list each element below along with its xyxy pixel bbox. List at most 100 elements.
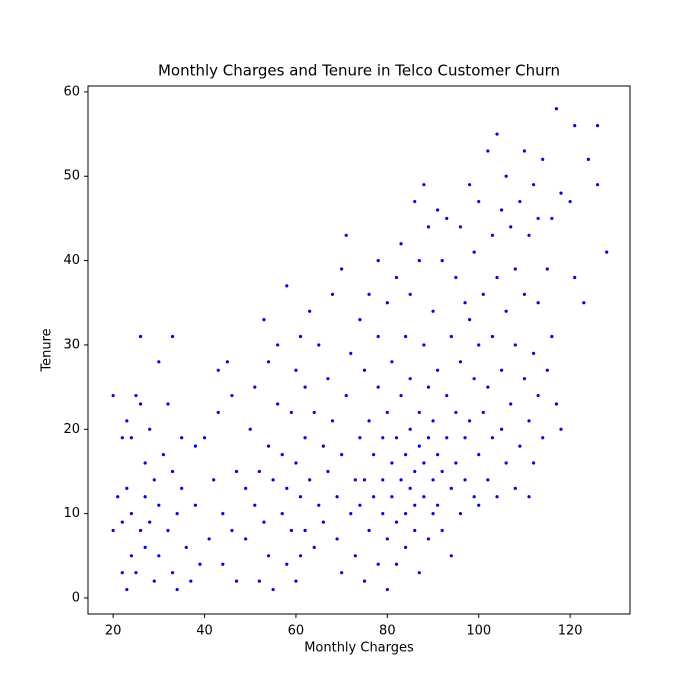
point: [148, 520, 152, 524]
point: [161, 452, 166, 457]
point: [554, 107, 559, 111]
point: [509, 225, 513, 229]
point: [198, 562, 202, 566]
point: [513, 486, 517, 490]
point: [253, 503, 257, 507]
point: [248, 427, 252, 431]
point: [573, 275, 577, 280]
point: [467, 183, 472, 187]
point: [125, 587, 129, 592]
point: [276, 343, 280, 347]
x-tick-label: 20: [105, 624, 122, 639]
y-tick-label: 10: [63, 506, 80, 521]
point: [202, 436, 207, 440]
point: [458, 512, 463, 516]
point: [541, 436, 545, 440]
point: [381, 436, 385, 440]
point: [440, 258, 444, 263]
point: [440, 469, 444, 474]
point: [490, 436, 495, 440]
point: [376, 385, 380, 389]
point: [522, 149, 527, 153]
point: [335, 537, 339, 541]
point: [454, 275, 458, 280]
point: [294, 579, 298, 583]
point: [271, 478, 275, 482]
point: [385, 301, 389, 305]
chart-title: Monthly Charges and Tenure in Telco Cust…: [158, 62, 560, 80]
point: [477, 343, 481, 347]
point: [381, 478, 385, 482]
y-axis-label: Tenure: [40, 328, 55, 372]
point: [120, 436, 124, 440]
point: [116, 495, 120, 499]
point: [595, 183, 600, 187]
point: [436, 208, 440, 212]
point: [308, 309, 312, 313]
point: [367, 292, 371, 296]
point: [285, 284, 289, 288]
point: [111, 393, 115, 398]
point: [550, 334, 554, 339]
point: [495, 495, 499, 499]
point: [431, 309, 435, 313]
point: [426, 225, 431, 229]
point: [289, 410, 293, 415]
point: [463, 436, 467, 440]
point: [372, 452, 376, 457]
point: [436, 503, 440, 507]
y-tick-label: 60: [63, 84, 80, 99]
point: [495, 275, 499, 280]
point: [353, 478, 357, 482]
point: [303, 528, 307, 533]
point: [148, 427, 152, 431]
x-tick-label: 80: [379, 624, 396, 639]
point: [193, 503, 197, 507]
point: [253, 385, 257, 389]
point: [408, 427, 412, 431]
point: [440, 528, 444, 533]
point: [358, 436, 362, 440]
point: [244, 537, 248, 541]
point: [129, 512, 134, 516]
point: [413, 528, 417, 533]
point: [527, 419, 531, 423]
point: [458, 225, 463, 229]
point: [559, 427, 563, 431]
point: [481, 410, 485, 415]
point: [125, 486, 129, 490]
point: [449, 486, 453, 490]
point: [266, 444, 271, 448]
point: [449, 554, 453, 558]
point: [207, 537, 211, 541]
point: [426, 385, 431, 389]
point: [422, 183, 426, 187]
point: [353, 554, 357, 558]
point: [472, 495, 476, 499]
point: [276, 402, 280, 406]
point: [559, 191, 563, 195]
point: [408, 292, 412, 296]
point: [413, 199, 417, 204]
point: [385, 537, 389, 541]
point: [157, 503, 161, 507]
point: [344, 393, 348, 398]
point: [362, 368, 367, 372]
point: [138, 528, 143, 533]
point: [212, 478, 216, 482]
point: [467, 419, 472, 423]
point: [536, 216, 540, 221]
point: [120, 571, 124, 575]
point: [467, 318, 472, 322]
point: [349, 512, 353, 516]
point: [134, 393, 138, 398]
point: [125, 419, 129, 423]
point: [376, 334, 380, 339]
point: [408, 377, 412, 381]
point: [321, 520, 325, 524]
point: [486, 149, 490, 153]
point: [381, 512, 385, 516]
point: [499, 368, 504, 372]
point: [221, 512, 225, 516]
